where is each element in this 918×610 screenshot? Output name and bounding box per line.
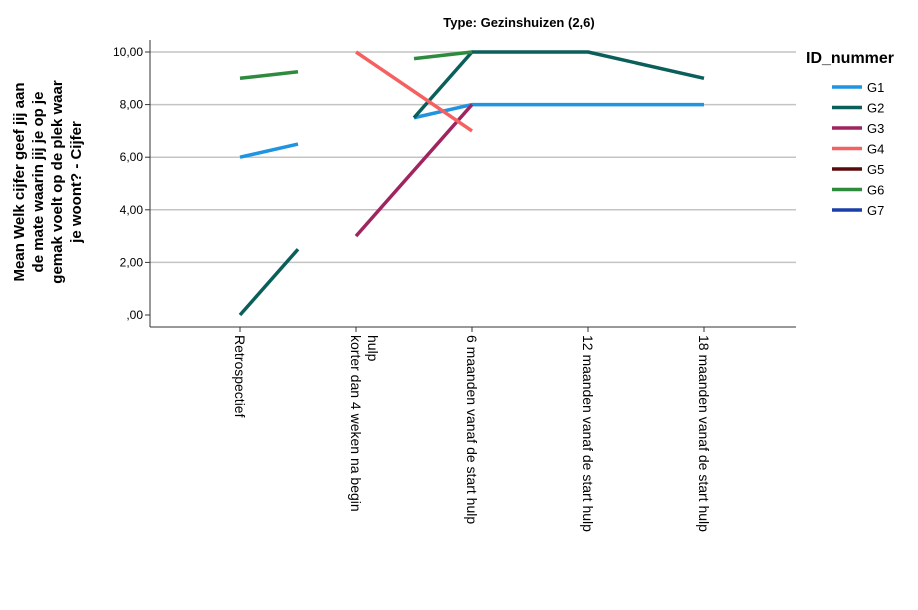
y-tick-label: ,00 — [126, 308, 143, 322]
legend-label: G6 — [867, 183, 884, 198]
legend-label: G4 — [867, 142, 884, 157]
legend-label: G5 — [867, 162, 884, 177]
x-tick-label: korter dan 4 weken na begin — [348, 335, 364, 512]
series-line-g6 — [413, 50, 473, 61]
series-line-g2 — [238, 248, 300, 317]
x-tick-label: hulp — [365, 335, 381, 362]
series-line-g4 — [355, 50, 473, 133]
legend-label: G7 — [867, 203, 884, 218]
y-axis-label-line: gemak voelt op de plek waar — [49, 80, 66, 284]
x-axis-ticks: Retrospectief korter dan 4 weken na begin… — [232, 327, 712, 532]
legend-title: ID_nummer — [806, 50, 894, 67]
series-line-g2 — [412, 50, 705, 119]
y-tick-label: 6,00 — [120, 150, 144, 164]
legend-label: G2 — [867, 101, 884, 116]
y-axis-label-line: de mate waarin jij je op je — [30, 92, 47, 273]
y-tick-label: 2,00 — [120, 255, 144, 269]
legend: ID_nummer G1 G2 G3 G4 G5 G6 G7 — [806, 50, 894, 218]
x-tick-label: 6 maanden vanaf de start hulp — [464, 335, 480, 524]
y-axis-label-line: Mean Welk cijfer geef jij aan — [11, 83, 28, 282]
legend-label: G3 — [867, 121, 884, 136]
y-axis-label-line: je woont? - Cijfer — [68, 121, 85, 244]
series-line-g3 — [354, 103, 474, 238]
y-axis-ticks: ,00 2,00 4,00 6,00 8,00 10,00 — [113, 45, 150, 322]
y-tick-label: 10,00 — [113, 45, 143, 59]
x-tick-label: Retrospectief — [232, 335, 248, 418]
chart-title: Type: Gezinshuizen (2,6) — [443, 15, 594, 30]
x-tick-label: 12 maanden vanaf de start hulp — [580, 335, 596, 532]
x-tick-label: 18 maanden vanaf de start hulp — [696, 335, 712, 532]
series-line-g1 — [413, 102, 704, 120]
series-lines — [238, 50, 705, 317]
axes — [149, 40, 796, 328]
y-tick-label: 8,00 — [120, 98, 144, 112]
series-line-g1 — [239, 142, 299, 159]
y-tick-label: 4,00 — [120, 203, 144, 217]
legend-label: G1 — [867, 80, 884, 95]
y-axis-label: Mean Welk cijfer geef jij aan de mate waa… — [11, 80, 85, 284]
series-line-g6 — [239, 69, 299, 81]
